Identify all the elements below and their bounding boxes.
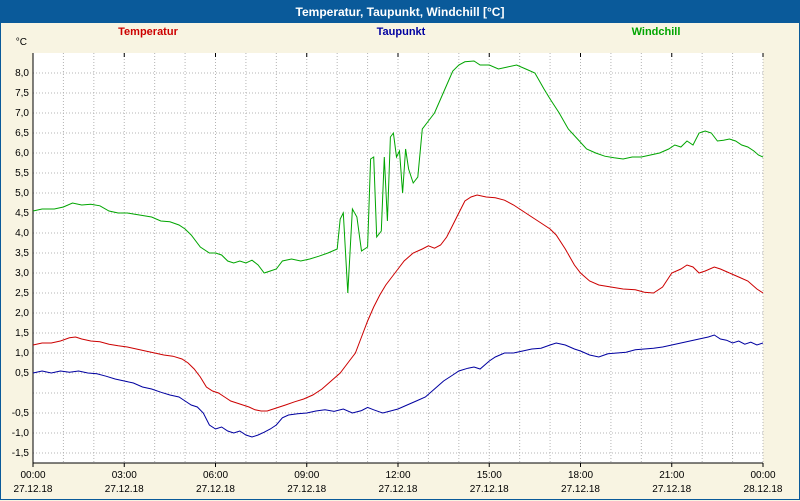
svg-text:03:00: 03:00 bbox=[112, 470, 137, 481]
title-bar: Temperatur, Taupunkt, Windchill [°C] bbox=[1, 1, 799, 23]
svg-text:-1,5: -1,5 bbox=[12, 448, 30, 459]
svg-text:4,5: 4,5 bbox=[15, 208, 29, 219]
svg-text:28.12.18: 28.12.18 bbox=[744, 484, 783, 495]
legend-temperatur: Temperatur bbox=[118, 26, 178, 38]
svg-text:21:00: 21:00 bbox=[659, 470, 684, 481]
window-title: Temperatur, Taupunkt, Windchill [°C] bbox=[295, 5, 505, 19]
svg-text:06:00: 06:00 bbox=[203, 470, 228, 481]
svg-text:27.12.18: 27.12.18 bbox=[196, 484, 235, 495]
svg-text:4,0: 4,0 bbox=[15, 228, 29, 239]
svg-text:2,5: 2,5 bbox=[15, 288, 29, 299]
svg-text:3,5: 3,5 bbox=[15, 248, 29, 259]
svg-text:27.12.18: 27.12.18 bbox=[105, 484, 144, 495]
legend-taupunkt: Taupunkt bbox=[376, 26, 426, 38]
svg-text:3,0: 3,0 bbox=[15, 268, 29, 279]
svg-text:-1,0: -1,0 bbox=[12, 428, 30, 439]
svg-text:1,5: 1,5 bbox=[15, 328, 29, 339]
svg-text:27.12.18: 27.12.18 bbox=[561, 484, 600, 495]
svg-text:5,5: 5,5 bbox=[15, 168, 29, 179]
legend-windchill: Windchill bbox=[631, 26, 681, 38]
svg-text:27.12.18: 27.12.18 bbox=[14, 484, 53, 495]
svg-text:6,0: 6,0 bbox=[15, 148, 29, 159]
svg-text:27.12.18: 27.12.18 bbox=[287, 484, 326, 495]
svg-text:27.12.18: 27.12.18 bbox=[379, 484, 418, 495]
svg-text:00:00: 00:00 bbox=[20, 470, 45, 481]
svg-text:1,0: 1,0 bbox=[15, 348, 29, 359]
svg-text:18:00: 18:00 bbox=[568, 470, 593, 481]
svg-text:2,0: 2,0 bbox=[15, 308, 29, 319]
svg-text:7,5: 7,5 bbox=[15, 88, 29, 99]
svg-text:°C: °C bbox=[16, 37, 27, 48]
svg-text:8,0: 8,0 bbox=[15, 68, 29, 79]
svg-text:27.12.18: 27.12.18 bbox=[470, 484, 509, 495]
svg-text:7,0: 7,0 bbox=[15, 108, 29, 119]
svg-text:15:00: 15:00 bbox=[477, 470, 502, 481]
svg-text:09:00: 09:00 bbox=[294, 470, 319, 481]
svg-text:00:00: 00:00 bbox=[750, 470, 775, 481]
chart-plot: 8,0 7,5 7,0 6,5 6,0 5,5 5,0 4,5 4,0 3,5 3,0 2,5 2,0 1… bbox=[12, 37, 783, 495]
svg-text:-0,5: -0,5 bbox=[12, 408, 30, 419]
svg-text:6,5: 6,5 bbox=[15, 128, 29, 139]
svg-text:0,5: 0,5 bbox=[15, 368, 29, 379]
svg-text:12:00: 12:00 bbox=[385, 470, 410, 481]
svg-text:27.12.18: 27.12.18 bbox=[652, 484, 691, 495]
svg-text:5,0: 5,0 bbox=[15, 188, 29, 199]
